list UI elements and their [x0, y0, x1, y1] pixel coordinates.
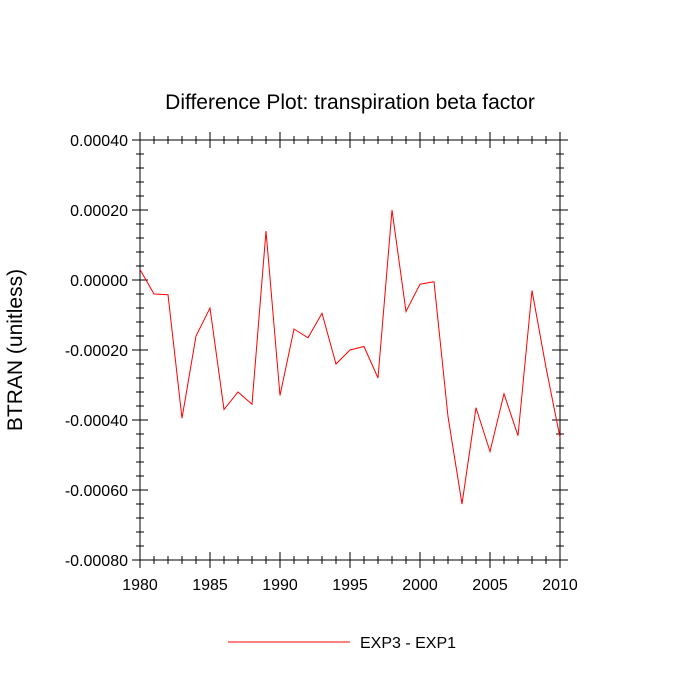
y-tick-label: 0.00020 — [70, 203, 128, 220]
x-tick-label: 1990 — [262, 577, 298, 594]
y-tick-label: -0.00080 — [65, 553, 128, 570]
x-tick-label: 2000 — [402, 577, 438, 594]
plot-area: 1980 1985 1990 1995 2000 2005 2010 0.00040 0.000… — [65, 132, 578, 594]
y-axis-label: BTRAN (unitless) — [4, 269, 27, 431]
y-tick-label: 0.00000 — [70, 273, 128, 290]
chart-title: Difference Plot: transpiration beta fact… — [165, 91, 535, 114]
x-tick-label: 2010 — [542, 577, 578, 594]
x-tick-label: 1980 — [122, 577, 158, 594]
x-tick-label: 1985 — [192, 577, 228, 594]
y-tick-label: -0.00040 — [65, 413, 128, 430]
y-tick-label: -0.00020 — [65, 343, 128, 360]
y-tick-label: -0.00060 — [65, 483, 128, 500]
series-line — [139, 209, 561, 505]
legend: EXP3 - EXP1 — [228, 635, 456, 652]
x-tick-label: 1995 — [332, 577, 368, 594]
x-tick-label: 2005 — [472, 577, 508, 594]
y-tick-label: 0.00040 — [70, 133, 128, 150]
legend-label: EXP3 - EXP1 — [360, 635, 456, 652]
